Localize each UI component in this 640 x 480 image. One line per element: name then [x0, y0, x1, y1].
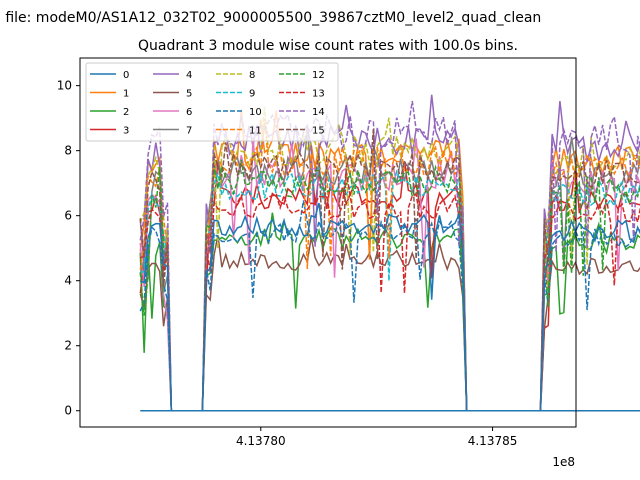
legend-label-4: 4	[186, 70, 192, 81]
y-tick-label: 10	[57, 79, 72, 93]
y-tick-label: 8	[64, 144, 72, 158]
chart-title: Quadrant 3 module wise count rates with …	[138, 38, 518, 54]
legend-label-5: 5	[186, 89, 192, 100]
legend-label-10: 10	[249, 107, 262, 118]
legend-label-11: 11	[249, 126, 262, 137]
x-offset-label: 1e8	[552, 455, 575, 469]
axis-layer: 4.137804.137854.137904.137954.138004.138…	[57, 79, 518, 448]
legend-label-13: 13	[312, 89, 325, 100]
series-layer	[139, 94, 640, 412]
legend-label-6: 6	[186, 107, 192, 118]
y-tick-label: 6	[64, 209, 72, 223]
series-line-12	[139, 159, 640, 412]
series-line-extra	[140, 202, 640, 412]
x-tick-label: 4.13780	[236, 434, 286, 448]
series-line-1	[139, 109, 640, 412]
legend-label-9: 9	[249, 89, 255, 100]
series-line-3	[139, 158, 640, 412]
y-tick-label: 0	[64, 404, 72, 418]
plot-frame	[79, 57, 577, 428]
legend-box	[85, 62, 339, 142]
legend-label-8: 8	[249, 70, 255, 81]
series-line-10	[139, 200, 640, 412]
y-tick-label: 2	[64, 339, 72, 353]
x-tick-label: 4.13785	[468, 434, 518, 448]
series-line-5	[139, 235, 640, 412]
legend-label-0: 0	[123, 70, 129, 81]
chart-suptitle: n file: modeM0/AS1A12_032T02_9000005500_…	[0, 10, 541, 26]
legend-label-15: 15	[312, 126, 325, 137]
series-line-14	[139, 100, 640, 412]
legend-label-12: 12	[312, 70, 325, 81]
legend-label-2: 2	[123, 107, 129, 118]
series-line-15	[139, 128, 640, 412]
series-line-6	[139, 136, 640, 412]
legend-label-3: 3	[123, 126, 129, 137]
legend-label-7: 7	[186, 126, 192, 137]
legend-label-14: 14	[312, 107, 325, 118]
series-line-11	[139, 118, 640, 412]
legend-label-1: 1	[123, 89, 129, 100]
series-line-4	[139, 94, 640, 412]
y-tick-label: 4	[64, 274, 72, 288]
